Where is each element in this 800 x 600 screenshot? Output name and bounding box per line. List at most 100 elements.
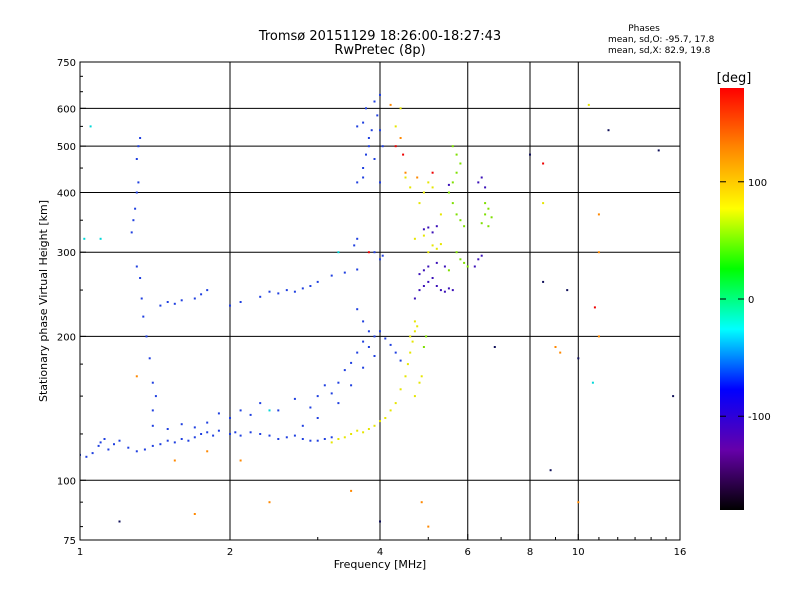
data-point [239, 301, 242, 303]
data-point [356, 429, 359, 432]
data-point [413, 395, 416, 398]
data-point [107, 448, 110, 451]
data-point [413, 320, 416, 323]
data-point [268, 501, 271, 504]
data-point [337, 251, 340, 254]
data-point [239, 459, 242, 462]
data-point [416, 325, 419, 328]
data-point [137, 181, 140, 184]
colorbar-tick-label: 0 [748, 295, 754, 306]
data-point [277, 409, 280, 412]
data-point [422, 285, 425, 287]
data-point [343, 271, 346, 274]
data-point [330, 274, 333, 277]
data-point [134, 207, 137, 210]
data-point [413, 237, 416, 240]
data-point [301, 424, 304, 427]
data-point [591, 381, 594, 384]
data-point [431, 244, 434, 247]
data-point [206, 431, 209, 434]
x-tick-label: 1 [77, 547, 83, 558]
data-point [356, 268, 359, 271]
data-point [373, 100, 376, 103]
data-point [487, 207, 490, 210]
legend-line-o: mean, sd,O: -95.7, 17.8 [608, 35, 715, 45]
data-point [301, 287, 304, 290]
data-point [259, 402, 262, 405]
data-point [365, 153, 367, 156]
data-point [597, 251, 600, 254]
data-point [439, 289, 442, 292]
data-point [343, 436, 346, 439]
data-point [406, 363, 409, 366]
data-point [206, 421, 209, 424]
data-point [463, 225, 466, 228]
data-point [459, 162, 462, 165]
data-point [376, 114, 379, 117]
data-point [439, 213, 442, 216]
data-point [159, 304, 162, 307]
data-point [394, 125, 397, 128]
x-tick-label: 4 [377, 547, 383, 558]
data-point [379, 520, 381, 523]
data-point [394, 351, 397, 354]
data-point [435, 225, 438, 228]
data-point [353, 244, 356, 247]
y-tick-label: 100 [57, 476, 76, 487]
data-point [148, 357, 151, 360]
data-point [151, 424, 154, 427]
data-point [154, 395, 157, 398]
data-point [130, 231, 133, 234]
data-point [362, 431, 365, 434]
data-point [140, 297, 143, 300]
data-point [404, 176, 407, 179]
data-point [85, 455, 88, 458]
data-point [373, 251, 376, 254]
data-point [137, 145, 140, 148]
y-tick-label: 200 [57, 332, 76, 343]
y-axis-label: Stationary phase Virtual Height [km] [37, 200, 50, 402]
data-point [301, 438, 304, 440]
data-point [459, 219, 462, 222]
data-point [277, 292, 280, 295]
data-point [367, 428, 370, 430]
data-point [484, 186, 487, 189]
legend-heading: Phases [628, 24, 660, 34]
data-point [367, 137, 370, 139]
data-point [159, 443, 162, 446]
data-point [316, 439, 319, 442]
data-point [239, 409, 242, 412]
data-point [447, 287, 450, 290]
data-point [413, 330, 416, 333]
data-point [404, 171, 407, 174]
data-point [431, 231, 434, 234]
data-point [418, 289, 421, 292]
data-point [367, 251, 370, 254]
data-point [193, 426, 196, 429]
data-point [91, 452, 94, 455]
x-tick-label: 8 [527, 547, 533, 558]
data-point [187, 439, 190, 442]
y-tick-label: 750 [57, 58, 76, 69]
data-point [389, 103, 392, 106]
data-point [413, 297, 416, 300]
data-point [135, 375, 138, 378]
y-tick-label: 500 [57, 142, 76, 153]
data-point [416, 176, 419, 179]
data-point [379, 420, 381, 423]
y-tick-label: 600 [57, 104, 76, 115]
data-point [173, 302, 176, 305]
data-point [362, 121, 365, 124]
data-point [427, 181, 430, 184]
data-point [229, 304, 231, 307]
data-point [443, 290, 446, 293]
data-point [217, 412, 220, 415]
data-point [379, 258, 381, 261]
data-point [217, 429, 220, 432]
data-point [373, 335, 376, 338]
data-point [330, 441, 333, 444]
data-point [542, 202, 545, 205]
data-point [443, 265, 446, 268]
data-point [422, 191, 425, 194]
